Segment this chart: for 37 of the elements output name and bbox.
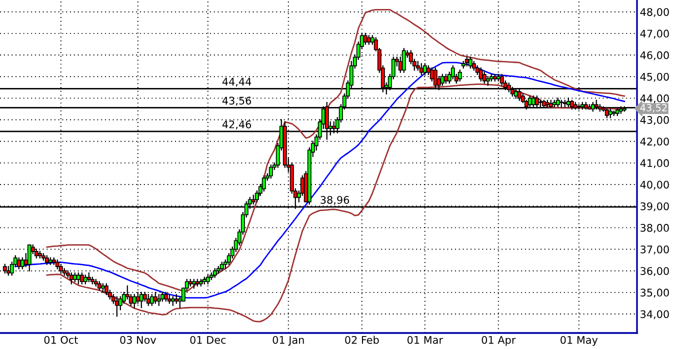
- x-tick-label: 01 Mar: [407, 336, 444, 344]
- y-tick-label: 47,00: [640, 30, 669, 39]
- candlestick: [268, 164, 273, 179]
- x-tick-label: 02 Feb: [345, 336, 379, 344]
- text: 43,52: [640, 104, 667, 112]
- x-tick-label: 01 May: [560, 336, 598, 346]
- y-tick-label: 35,00: [640, 288, 669, 298]
- y-tick-label: 37,00: [640, 245, 669, 254]
- ref-line-label: 43,56: [222, 96, 252, 106]
- y-tick-label: 34,00: [640, 310, 669, 320]
- line-series: [46, 9, 626, 292]
- y-tick-label: 41,00: [640, 159, 669, 168]
- candlestick: [104, 283, 108, 296]
- y-tick-label: 36,00: [640, 267, 669, 276]
- ref-line-label: 42,46: [222, 120, 252, 130]
- y-tick-label: 40,00: [640, 180, 669, 190]
- candlestick: [20, 257, 24, 270]
- y-tick-label: 48,00: [640, 8, 669, 18]
- candlestick: [450, 65, 455, 80]
- candlestick: [69, 272, 74, 284]
- x-tick-label: 01 Jan: [272, 336, 304, 346]
- x-tick-label: 01 Apr: [482, 336, 516, 346]
- y-tick-label: 45,00: [640, 72, 669, 82]
- x-tick-label: 01 Dec: [190, 336, 226, 344]
- x-tick-label: 03 Nov: [120, 336, 156, 344]
- y-tick-label: 39,00: [640, 202, 669, 212]
- y-tick-label: 46,00: [640, 51, 669, 60]
- candlestick: [114, 296, 119, 317]
- x-tick-label: 01 Oct: [44, 336, 78, 344]
- ref-line-label: 38,96: [320, 196, 350, 205]
- y-tick-label: 43,00: [640, 116, 669, 125]
- candlestick: [156, 294, 161, 306]
- y-tick-label: 44,00: [640, 94, 669, 104]
- y-tick-label: 38,00: [640, 224, 669, 233]
- ref-line-label: 44,44: [222, 78, 252, 87]
- y-tick-label: 42,00: [640, 138, 669, 147]
- candlestick: [16, 257, 21, 270]
